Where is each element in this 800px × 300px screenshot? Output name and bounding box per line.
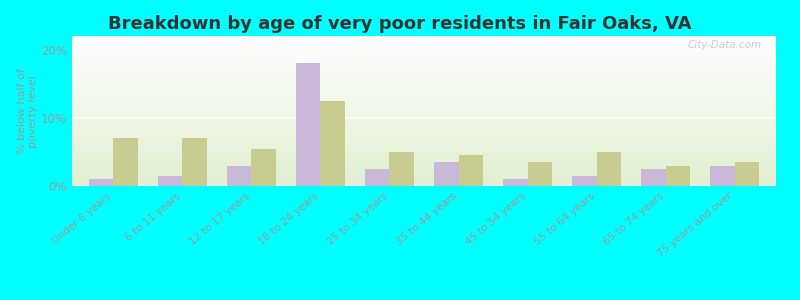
Text: City-Data.com: City-Data.com <box>688 40 762 50</box>
Bar <box>227 166 251 186</box>
Bar <box>182 138 206 186</box>
Y-axis label: % below half of
poverty level: % below half of poverty level <box>17 68 38 154</box>
Bar <box>321 101 345 186</box>
Bar <box>296 63 321 186</box>
Text: Breakdown by age of very poor residents in Fair Oaks, VA: Breakdown by age of very poor residents … <box>108 15 692 33</box>
Bar <box>710 166 734 186</box>
Bar <box>734 162 758 186</box>
Bar <box>503 179 527 186</box>
Bar <box>597 152 621 186</box>
Bar <box>642 169 666 186</box>
Bar <box>158 176 182 186</box>
Bar <box>90 179 114 186</box>
Bar <box>527 162 552 186</box>
Bar <box>390 152 414 186</box>
Bar <box>666 166 690 186</box>
Bar <box>458 155 482 186</box>
Bar <box>366 169 390 186</box>
Bar <box>434 162 458 186</box>
Bar <box>114 138 138 186</box>
Bar <box>572 176 597 186</box>
Bar <box>251 148 276 186</box>
